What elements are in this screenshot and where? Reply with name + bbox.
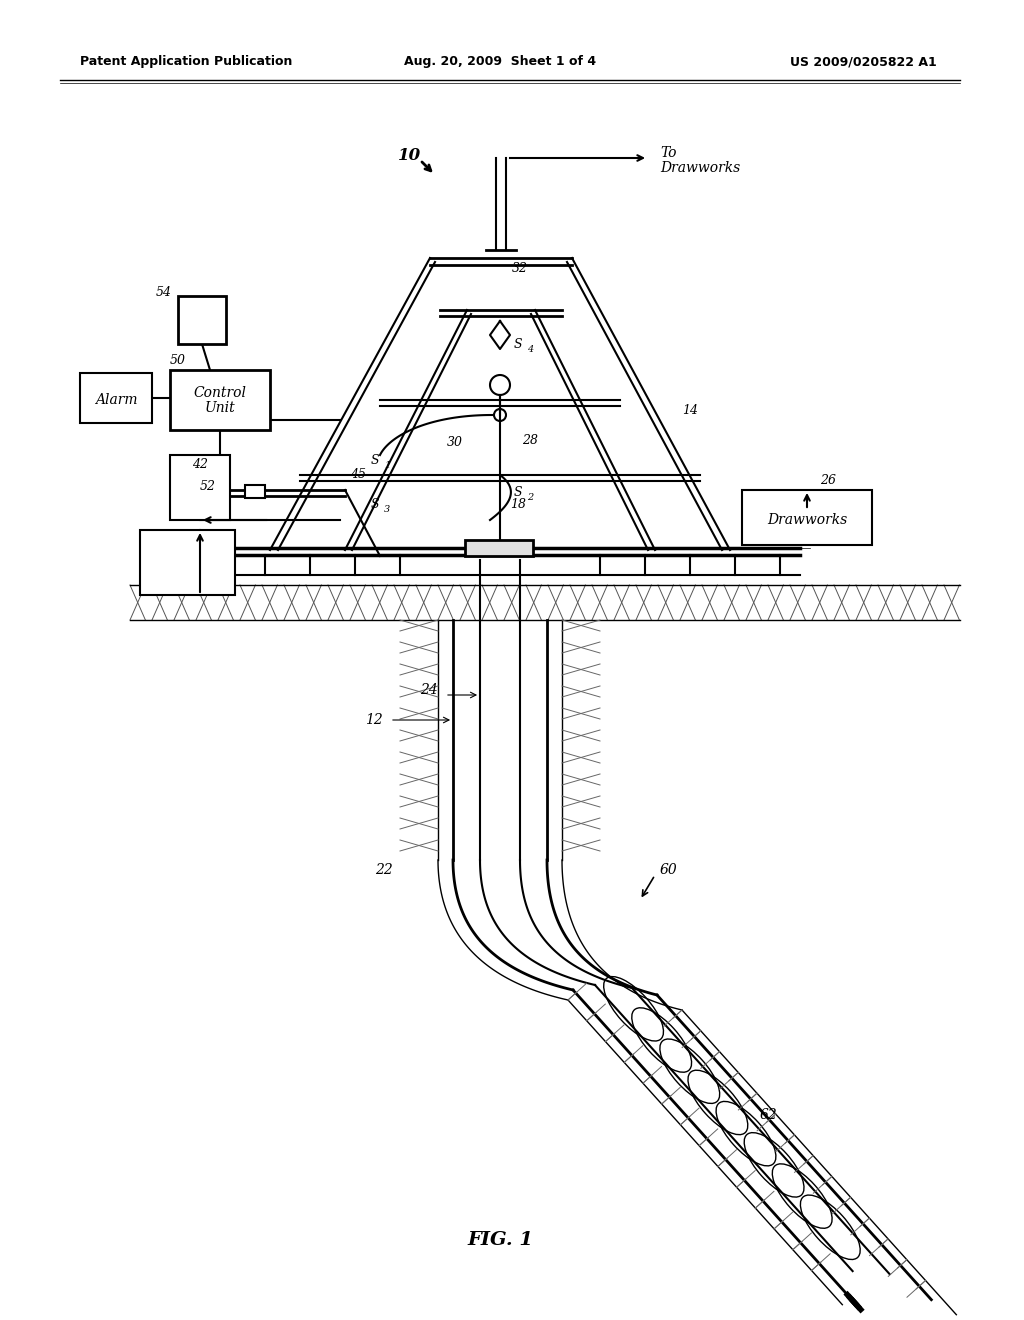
Bar xyxy=(130,585,961,620)
Text: 24: 24 xyxy=(420,682,437,697)
Text: S: S xyxy=(371,499,379,511)
Bar xyxy=(245,484,265,498)
Bar xyxy=(742,490,872,545)
Text: Aug. 20, 2009  Sheet 1 of 4: Aug. 20, 2009 Sheet 1 of 4 xyxy=(403,55,596,69)
Text: US 2009/0205822 A1: US 2009/0205822 A1 xyxy=(790,55,937,69)
Text: 60: 60 xyxy=(660,863,678,876)
Bar xyxy=(140,531,234,595)
Text: 30: 30 xyxy=(447,436,463,449)
Text: S: S xyxy=(514,486,522,499)
Text: 18: 18 xyxy=(510,499,526,511)
Bar xyxy=(80,374,152,422)
Text: 3: 3 xyxy=(384,506,390,515)
Text: Drawworks: Drawworks xyxy=(660,161,740,176)
Text: 4: 4 xyxy=(527,346,534,355)
Text: 22: 22 xyxy=(375,863,393,876)
Text: To: To xyxy=(660,147,677,160)
Text: 32: 32 xyxy=(512,261,528,275)
Text: 50: 50 xyxy=(170,354,186,367)
Text: S: S xyxy=(371,454,379,466)
Bar xyxy=(170,370,270,430)
Text: 62: 62 xyxy=(760,1107,778,1122)
Text: Control: Control xyxy=(194,385,247,400)
Text: 2: 2 xyxy=(527,492,534,502)
Bar xyxy=(178,296,226,345)
Text: S: S xyxy=(514,338,522,351)
Bar xyxy=(170,455,230,520)
Text: Drawworks: Drawworks xyxy=(767,513,847,527)
Text: 26: 26 xyxy=(820,474,836,487)
Bar xyxy=(465,540,534,556)
Text: 42: 42 xyxy=(193,458,208,471)
Text: Alarm: Alarm xyxy=(95,393,137,407)
Text: 45: 45 xyxy=(350,469,366,482)
Text: 14: 14 xyxy=(682,404,698,417)
Text: 28: 28 xyxy=(522,433,538,446)
Text: FIG. 1: FIG. 1 xyxy=(467,1232,534,1249)
Text: Unit: Unit xyxy=(205,401,236,414)
Text: 10: 10 xyxy=(398,147,422,164)
Text: 12: 12 xyxy=(365,713,383,727)
Text: Patent Application Publication: Patent Application Publication xyxy=(80,55,293,69)
Text: 52: 52 xyxy=(200,480,216,494)
Text: 1: 1 xyxy=(384,461,390,470)
Text: 54: 54 xyxy=(156,285,172,298)
